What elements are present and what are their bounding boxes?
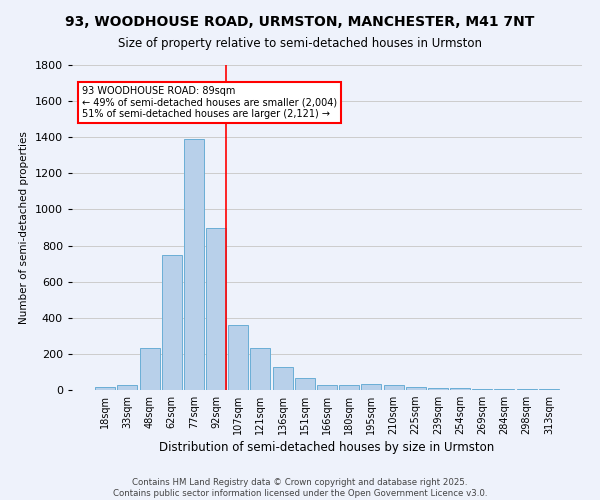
- Bar: [472, 389, 492, 390]
- Bar: [361, 384, 382, 390]
- Bar: [295, 378, 315, 390]
- Bar: [517, 389, 536, 390]
- Y-axis label: Number of semi-detached properties: Number of semi-detached properties: [19, 131, 29, 324]
- Bar: [206, 228, 226, 390]
- Bar: [272, 368, 293, 390]
- Bar: [118, 386, 137, 390]
- Bar: [450, 388, 470, 390]
- Bar: [140, 348, 160, 390]
- Text: 93 WOODHOUSE ROAD: 89sqm
← 49% of semi-detached houses are smaller (2,004)
51% o: 93 WOODHOUSE ROAD: 89sqm ← 49% of semi-d…: [82, 86, 337, 120]
- Bar: [539, 389, 559, 390]
- Bar: [339, 386, 359, 390]
- Text: Contains HM Land Registry data © Crown copyright and database right 2025.
Contai: Contains HM Land Registry data © Crown c…: [113, 478, 487, 498]
- Bar: [494, 389, 514, 390]
- Bar: [184, 139, 204, 390]
- Bar: [428, 388, 448, 390]
- Bar: [250, 348, 271, 390]
- X-axis label: Distribution of semi-detached houses by size in Urmston: Distribution of semi-detached houses by …: [160, 442, 494, 454]
- Bar: [317, 384, 337, 390]
- Bar: [162, 254, 182, 390]
- Bar: [406, 388, 426, 390]
- Bar: [383, 386, 404, 390]
- Bar: [95, 388, 115, 390]
- Text: 93, WOODHOUSE ROAD, URMSTON, MANCHESTER, M41 7NT: 93, WOODHOUSE ROAD, URMSTON, MANCHESTER,…: [65, 15, 535, 29]
- Text: Size of property relative to semi-detached houses in Urmston: Size of property relative to semi-detach…: [118, 38, 482, 51]
- Bar: [228, 325, 248, 390]
